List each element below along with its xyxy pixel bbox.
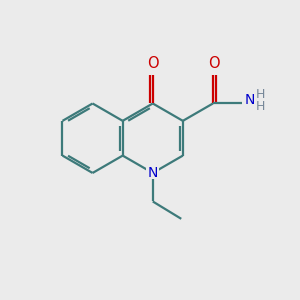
Bar [207,61,222,72]
Bar [146,167,159,178]
Text: O: O [208,56,220,70]
Text: N: N [148,166,158,180]
Bar [146,61,160,72]
Text: N: N [245,93,255,106]
Text: O: O [147,56,159,70]
Text: H: H [256,88,266,101]
Text: H: H [256,100,266,113]
Bar [242,94,258,112]
